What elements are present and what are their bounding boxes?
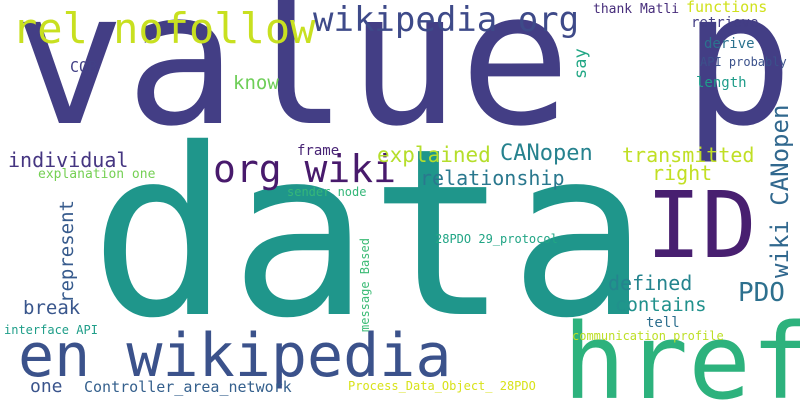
cloud-word-wikipedia-org: wikipedia org [313, 0, 580, 40]
cloud-word-one: one [30, 376, 63, 397]
cloud-word-href: href [563, 301, 800, 400]
cloud-word-tell: tell [646, 315, 680, 331]
cloud-word-valuep: value p [14, 0, 794, 167]
cloud-word-right: right [652, 161, 713, 185]
cloud-word-en-wikipedia: en wikipedia [18, 321, 452, 391]
cloud-word-explained: explained [377, 143, 491, 167]
cloud-word-CANopen: CANopen [500, 141, 593, 166]
cloud-word-process-data: Process_Data_Object_ 28PDO [348, 379, 536, 393]
cloud-word-relationship: relationship [420, 166, 565, 190]
cloud-word-transmitted: transmitted [622, 143, 755, 167]
cloud-word-represent: represent [56, 200, 78, 303]
cloud-word-break: break [23, 297, 81, 319]
cloud-word-say: say [571, 48, 591, 79]
cloud-word-frame: frame [297, 143, 340, 159]
cloud-word-sender-node: sender node [287, 185, 367, 199]
cloud-word-thank-matli: thank Matli [593, 2, 680, 17]
cloud-word-28pdo: 28PDO 29_protocol [435, 232, 558, 246]
cloud-word-retrieve: retrieve [691, 15, 759, 31]
cloud-word-comm-profile: communication profile [572, 329, 724, 343]
cloud-word-org-wiki: org wiki [213, 147, 397, 191]
cloud-word-interface-api: interface API [4, 323, 98, 337]
cloud-word-functions: functions [686, 0, 768, 16]
cloud-word-derive: derive [704, 36, 755, 52]
cloud-word-know: know [233, 72, 279, 94]
cloud-word-controller: Controller_area_network [84, 378, 292, 396]
cloud-word-explanation-one: explanation one [38, 167, 156, 182]
cloud-word-wiki-CANopen: wiki CANopen [766, 104, 794, 278]
cloud-word-COB: COB [70, 58, 98, 76]
cloud-word-rel-nofollow: rel nofollow [12, 4, 316, 53]
cloud-word-ID: ID [646, 172, 757, 279]
cloud-word-api-probably: API probably [700, 55, 787, 69]
cloud-word-contains: contains [615, 294, 707, 316]
cloud-word-length: length [696, 75, 747, 91]
cloud-word-message-based: message Based [358, 238, 372, 332]
cloud-word-defined: defined [608, 271, 693, 295]
cloud-word-PDO: PDO [738, 278, 785, 308]
cloud-word-data: data [90, 99, 649, 369]
cloud-word-individual: individual [8, 148, 129, 172]
